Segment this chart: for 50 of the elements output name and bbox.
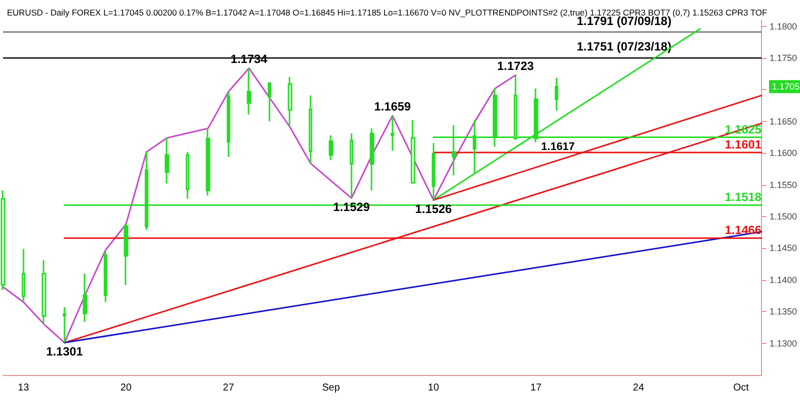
- candlestick: [42, 260, 46, 326]
- candlestick: [350, 132, 354, 199]
- x-tick-label: 13: [18, 382, 30, 394]
- candlestick: [268, 81, 272, 122]
- candlestick: [370, 128, 374, 192]
- y-tick-label: 1.1600: [769, 148, 798, 158]
- candlestick: [104, 249, 108, 303]
- data-label: 1.1526: [415, 202, 452, 216]
- x-tick-label: Oct: [733, 382, 749, 394]
- y-tick-label: 1.1500: [769, 212, 798, 222]
- y-tick-label: 1.1550: [769, 180, 798, 190]
- candlestick: [410, 119, 416, 184]
- candlestick: [62, 306, 66, 344]
- candlestick: [82, 272, 88, 322]
- ref-line-label: 1.1751 (07/23/18): [576, 39, 672, 54]
- x-tick-label: 27: [222, 382, 234, 394]
- data-label: 1.1723: [497, 59, 534, 74]
- y-tick-label: 1.1300: [769, 338, 798, 348]
- candlestick: [390, 114, 394, 152]
- annotation: 1.1617: [541, 140, 575, 153]
- candlestick: [288, 76, 292, 128]
- candlestick: [308, 94, 312, 164]
- series-label: 1.1601: [724, 137, 762, 152]
- candlestick: [124, 222, 128, 286]
- data-label: 1.1659: [374, 100, 412, 114]
- candlestick: [164, 137, 170, 184]
- candlestick: [328, 134, 334, 161]
- data-label: 1.1301: [46, 344, 84, 359]
- candlestick: [246, 67, 252, 116]
- series-label: 1.1518: [724, 190, 762, 204]
- x-tick-label: 17: [530, 382, 542, 394]
- candlestick: [226, 90, 230, 158]
- y-tick-label: 1.1750: [769, 53, 798, 64]
- text: 1.1705: [772, 82, 800, 92]
- y-tick-label: 1.1450: [769, 243, 798, 254]
- candlestick: [206, 128, 210, 196]
- x-tick-label: 10: [428, 382, 440, 394]
- candlestick: [0, 190, 6, 291]
- y-tick-label: 1.1800: [769, 21, 798, 32]
- x-tick-label: Sep: [322, 382, 340, 394]
- candlestick: [554, 76, 558, 112]
- x-tick-label: 24: [632, 382, 644, 394]
- candlestick: [186, 151, 190, 200]
- series-label: 1.1466: [724, 223, 762, 238]
- y-tick-label: 1.1400: [769, 274, 798, 285]
- y-tick-label: 1.1350: [769, 306, 798, 317]
- y-tick-label: 1.1650: [769, 116, 798, 126]
- x-tick-label: 20: [120, 382, 132, 394]
- candlestick: [22, 248, 26, 303]
- chart-title: EURUSD - Daily FOREX L=1.17045 0.00200 0.17% B=1.17042 A=1.17048 O=1.16845 Hi=1.17185 Lo=1.16670 V=0 NV_PLOTTRENDPOINTS#2 (2,true) 1.17225 CPR3 BOT7 (0,7) 1.15263 CPR3 TOF: [7, 8, 768, 18]
